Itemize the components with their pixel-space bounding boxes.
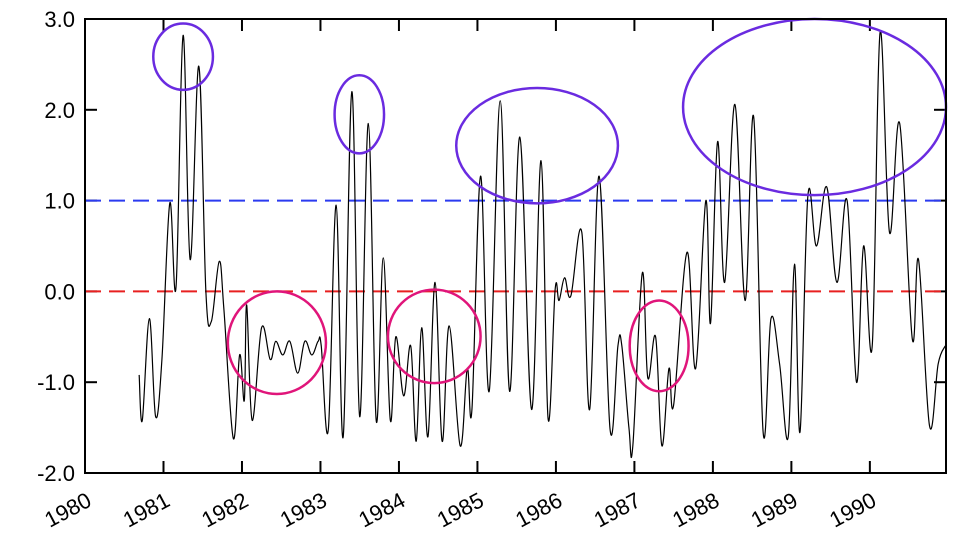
- x-tick-label: 1983: [276, 487, 331, 532]
- x-tick-label: 1986: [511, 487, 566, 532]
- y-tick-label: 3.0: [44, 7, 75, 32]
- x-tick-label: 1984: [354, 487, 409, 532]
- y-tick-label: -1.0: [37, 370, 75, 395]
- x-tick-label: 1990: [825, 487, 880, 532]
- y-tick-label: -2.0: [37, 461, 75, 486]
- x-tick-label: 1989: [747, 487, 802, 532]
- highlight-ellipse: [333, 74, 386, 155]
- y-tick-label: 0.0: [44, 279, 75, 304]
- highlight-ellipse: [681, 17, 948, 197]
- highlight-ellipse: [454, 86, 620, 205]
- plot-frame: [84, 18, 947, 474]
- x-tick-label: 1988: [668, 487, 723, 532]
- x-tick-label: 1982: [197, 487, 252, 532]
- data-line: [138, 30, 946, 458]
- y-tick-label: 1.0: [44, 189, 75, 214]
- x-tick-label: 1987: [590, 487, 645, 532]
- x-tick-label: 1980: [40, 487, 95, 532]
- highlight-ellipse: [386, 288, 482, 385]
- x-tick-label: 1981: [119, 487, 174, 532]
- x-tick-label: 1985: [433, 487, 488, 532]
- highlight-ellipse: [152, 22, 215, 92]
- highlight-ellipse: [226, 290, 328, 396]
- y-tick-label: 2.0: [44, 98, 75, 123]
- highlight-ellipse: [628, 299, 690, 393]
